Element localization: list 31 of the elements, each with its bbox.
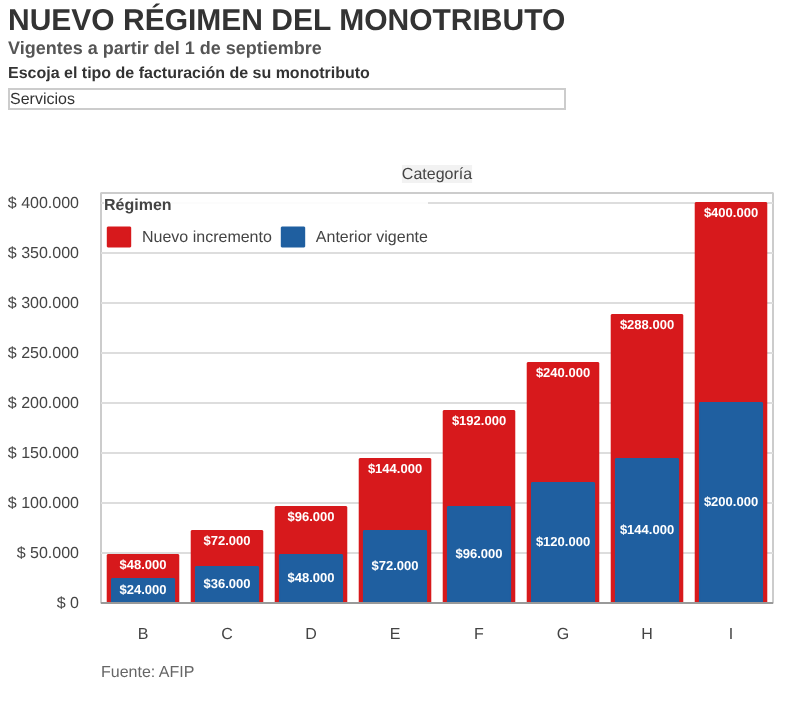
y-tick-label: $ 150.000 — [7, 444, 81, 462]
y-tick-label: $ 50.000 — [16, 544, 81, 562]
x-tick-label: C — [221, 625, 234, 643]
x-axis-title: Categoría — [401, 165, 474, 183]
x-tick-label: D — [305, 625, 318, 643]
x-tick-label: H — [641, 625, 654, 643]
y-tick-label: $ 400.000 — [7, 194, 81, 212]
x-tick-label: E — [389, 625, 401, 643]
x-tick-label: I — [728, 625, 734, 643]
legend-label: Anterior vigente — [315, 227, 428, 245]
bar — [362, 530, 428, 603]
legend-title: Régimen — [104, 196, 174, 214]
legend-label: Nuevo incremento — [142, 227, 272, 245]
bar — [698, 402, 764, 603]
bar — [530, 482, 596, 603]
y-tick-label: $ 200.000 — [7, 394, 81, 412]
bar — [614, 458, 680, 603]
source-note: Fuente: AFIP — [101, 663, 195, 681]
y-tick-label: $ 100.000 — [7, 494, 81, 512]
y-tick-label: $ 300.000 — [7, 294, 81, 312]
x-tick-label: F — [474, 625, 485, 643]
y-tick-label: $ 250.000 — [7, 344, 81, 362]
bar — [446, 506, 512, 603]
text: Servicios — [8, 88, 566, 110]
x-tick-label: B — [137, 625, 149, 643]
text: Escoja el tipo de facturación de su monotributo — [8, 64, 372, 82]
chart-subtitle: Vigentes a partir del 1 de septiembre — [8, 38, 324, 58]
x-tick-label: G — [556, 625, 570, 643]
y-tick-label: $ 0 — [56, 594, 81, 612]
chart-title: NUEVO RÉGIMEN DEL MONOTRIBUTO — [8, 4, 566, 38]
y-tick-label: $ 350.000 — [7, 244, 81, 262]
